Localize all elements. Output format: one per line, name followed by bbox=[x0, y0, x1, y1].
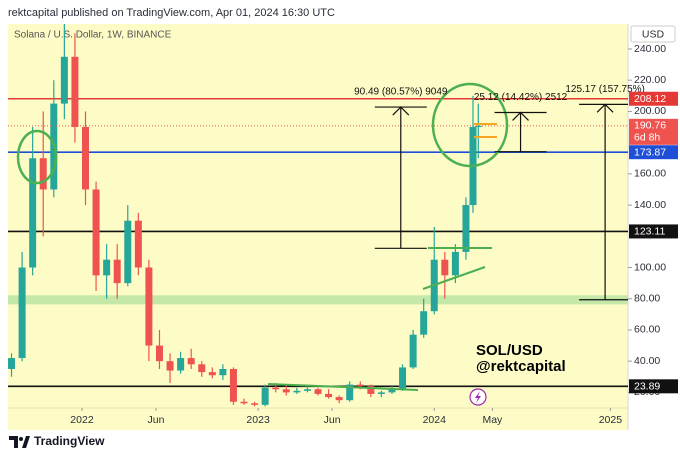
candle-body bbox=[92, 189, 100, 276]
candle-body bbox=[261, 387, 269, 405]
candle-body bbox=[399, 367, 407, 390]
measure-arrow bbox=[512, 111, 529, 121]
plot-background bbox=[8, 24, 628, 430]
y-tick-label: 140.00 bbox=[634, 199, 666, 211]
plot bbox=[8, 24, 628, 407]
candle-body bbox=[229, 368, 237, 402]
last-price-box bbox=[629, 118, 678, 145]
candle-body bbox=[103, 259, 111, 276]
symbol-title: Solana / U.S. Dollar, 1W, BINANCE bbox=[14, 30, 172, 41]
measure-arrow bbox=[392, 106, 410, 116]
level-label-box bbox=[629, 379, 678, 394]
support-band bbox=[8, 295, 628, 305]
y-tick-label: 240.00 bbox=[634, 43, 666, 55]
candle-body bbox=[335, 397, 343, 401]
y-tick-label: 60.00 bbox=[634, 324, 660, 336]
x-tick-label: Jun bbox=[324, 414, 341, 426]
y-tick-label: 200.00 bbox=[634, 105, 666, 117]
x-tick-label: 2024 bbox=[423, 414, 447, 426]
candle-body bbox=[39, 158, 47, 190]
candle-body bbox=[219, 368, 227, 376]
candle-body bbox=[367, 386, 375, 394]
candle-body bbox=[177, 358, 185, 371]
last-price-label: 190.76 bbox=[634, 120, 666, 132]
brand-logo-mark bbox=[22, 436, 30, 448]
y-tick-label: 40.00 bbox=[634, 355, 660, 367]
overlays: SOL/USD @rektcapital bbox=[16, 82, 566, 406]
currency: USD bbox=[642, 28, 665, 40]
candle-body bbox=[18, 267, 26, 359]
candle-body bbox=[29, 158, 37, 268]
candle-body bbox=[251, 403, 259, 405]
candle-body bbox=[441, 259, 449, 276]
candle-body bbox=[325, 393, 333, 398]
y-tick-label: 80.00 bbox=[634, 293, 660, 305]
header: rektcapital published on TradingView.com… bbox=[8, 7, 335, 19]
candle-body bbox=[293, 390, 301, 393]
countdown-label: 6d 8h bbox=[634, 132, 660, 144]
watermark: SOL/USD bbox=[476, 342, 543, 359]
x-tick-label: 2022 bbox=[70, 414, 94, 426]
candle-body bbox=[187, 358, 195, 365]
level-label-box bbox=[629, 91, 678, 106]
level-label: 123.11 bbox=[634, 226, 665, 238]
measure-label: 90.49 (80.57%) 9049 bbox=[354, 87, 448, 98]
candle-body bbox=[134, 220, 142, 268]
candle-body bbox=[240, 401, 248, 404]
x-tick-label: 2023 bbox=[246, 414, 270, 426]
candle-body bbox=[314, 389, 322, 394]
measure-label: 125.17 (157.75%) bbox=[565, 84, 645, 95]
candle-body bbox=[356, 384, 364, 387]
brand-logo-mark bbox=[9, 436, 18, 448]
candle-body bbox=[462, 205, 470, 252]
watermark: @rektcapital bbox=[476, 358, 566, 375]
highlight-circle bbox=[16, 129, 58, 185]
candle-body bbox=[474, 125, 482, 128]
candle-body bbox=[124, 220, 132, 284]
brand-logo bbox=[9, 436, 30, 448]
x-tick-label: May bbox=[482, 414, 503, 426]
level-label: 23.89 bbox=[634, 381, 660, 393]
y-tick-label: 100.00 bbox=[634, 261, 666, 273]
x-tick-label: Jun bbox=[147, 414, 164, 426]
candle-body bbox=[155, 345, 163, 362]
trendline bbox=[422, 266, 486, 290]
candle-body bbox=[145, 267, 153, 346]
candle-body bbox=[388, 389, 396, 393]
measure-label: 25.12 (14.42%) 2512 bbox=[474, 92, 568, 103]
candle-body bbox=[303, 389, 311, 391]
candle-body bbox=[282, 389, 290, 393]
candle-body bbox=[377, 392, 385, 394]
candle-body bbox=[60, 56, 68, 104]
x-tick-label: 2025 bbox=[599, 414, 623, 426]
y-tick-label: 220.00 bbox=[634, 74, 666, 86]
candle-body bbox=[346, 384, 354, 401]
candle-body bbox=[71, 56, 79, 128]
candle-body bbox=[113, 259, 121, 284]
candle-body bbox=[166, 361, 174, 371]
level-label: 173.87 bbox=[634, 146, 666, 158]
highlight-circle bbox=[431, 82, 509, 168]
candle-body bbox=[420, 311, 428, 335]
event-icon-bolt bbox=[475, 391, 481, 403]
candle-body bbox=[272, 387, 280, 390]
candle-body bbox=[208, 372, 216, 376]
candle-body bbox=[451, 251, 459, 276]
brand-logo-mark bbox=[19, 437, 23, 441]
measure-arrow bbox=[596, 103, 614, 113]
level-label-box bbox=[629, 145, 678, 160]
y-tick-label: 160.00 bbox=[634, 168, 666, 180]
candle-body bbox=[82, 127, 89, 190]
candle-body bbox=[409, 334, 417, 368]
level-label: 208.12 bbox=[634, 93, 666, 105]
level-label-box bbox=[629, 224, 678, 239]
candle-body bbox=[8, 358, 16, 369]
currency-box bbox=[630, 25, 676, 43]
brand: TradingView bbox=[34, 434, 105, 448]
trendline bbox=[267, 383, 419, 391]
candle-body bbox=[198, 364, 206, 373]
